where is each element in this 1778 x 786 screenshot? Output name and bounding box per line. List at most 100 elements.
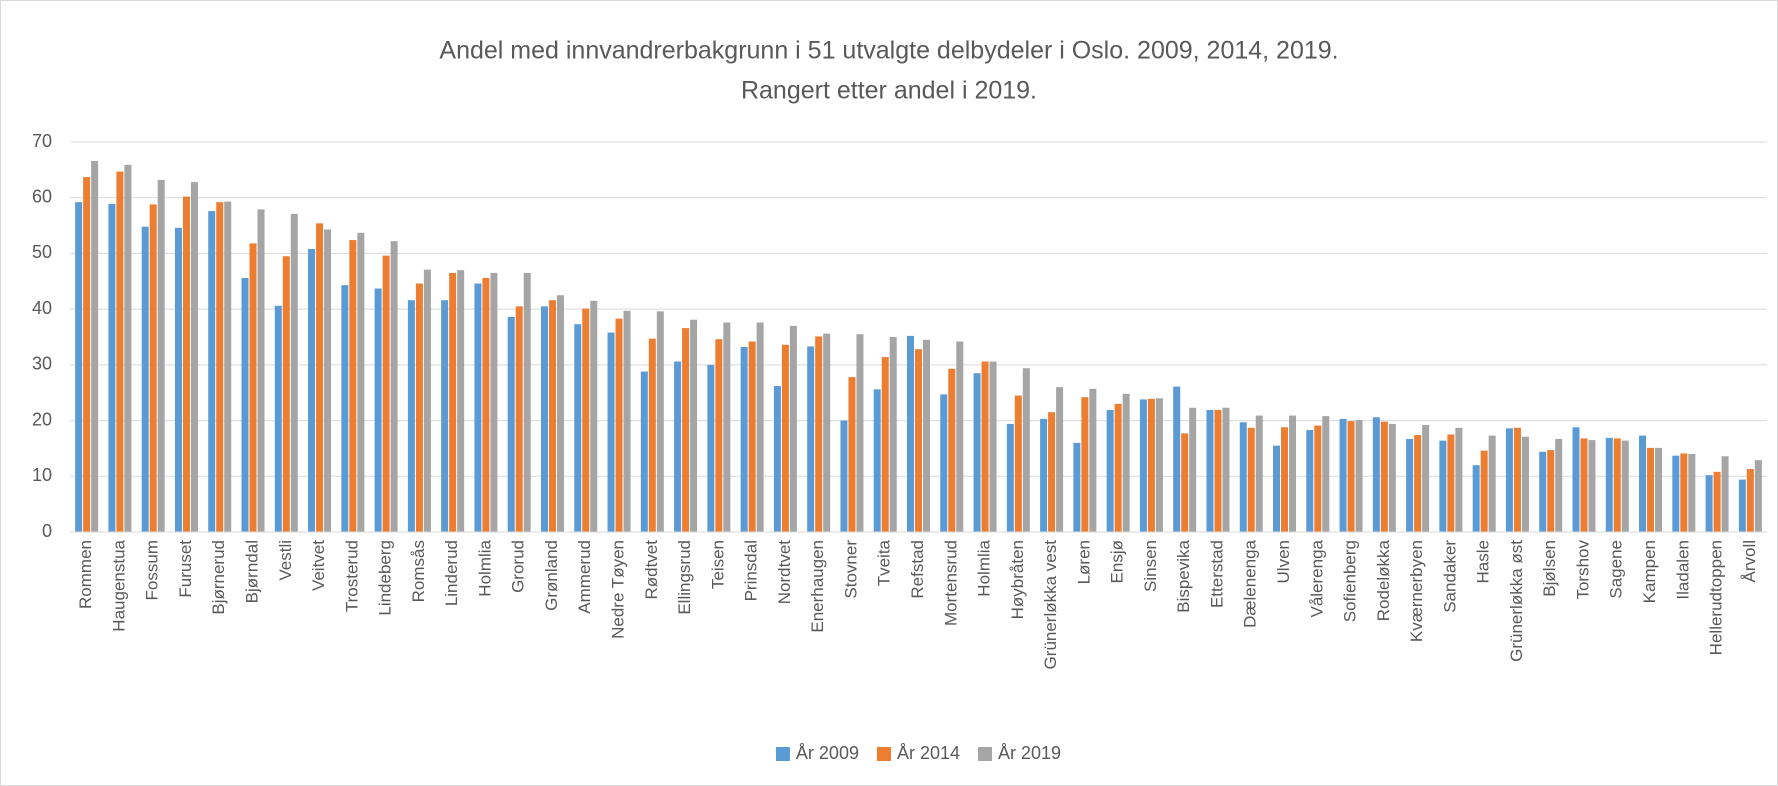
x-tick-label: Ammerud xyxy=(575,540,594,614)
bar xyxy=(1680,453,1688,532)
bar xyxy=(1455,427,1463,532)
bar xyxy=(1380,421,1388,532)
x-tick-label: Tveita xyxy=(875,539,894,586)
bar xyxy=(357,232,365,533)
bar xyxy=(1222,407,1230,532)
bar xyxy=(423,269,431,532)
bar xyxy=(674,361,682,532)
bar xyxy=(515,306,523,532)
bar xyxy=(1472,465,1480,532)
x-tick-label: Etterstad xyxy=(1207,540,1226,608)
x-tick-label: Grorud xyxy=(509,540,528,593)
bar xyxy=(1406,438,1414,532)
bar xyxy=(981,361,989,532)
x-tick-label: Lindeberg xyxy=(376,540,395,616)
bar xyxy=(1339,418,1347,532)
bar xyxy=(781,344,789,532)
legend-label: År 2019 xyxy=(998,743,1061,763)
y-tick-label: 10 xyxy=(32,465,52,485)
bar xyxy=(457,270,465,532)
bar xyxy=(1048,412,1056,532)
bar xyxy=(1014,395,1022,532)
x-tick-label: Kværnerbyen xyxy=(1407,540,1426,642)
bar xyxy=(523,272,531,532)
bar xyxy=(540,306,548,532)
bar xyxy=(1314,425,1322,532)
x-tick-label: Nordtvet xyxy=(775,540,794,605)
bar xyxy=(915,349,922,532)
bar xyxy=(407,300,415,532)
bar xyxy=(948,368,956,532)
y-tick-label: 40 xyxy=(32,298,52,318)
bar xyxy=(973,373,981,532)
bar xyxy=(324,229,332,532)
bar xyxy=(1322,416,1330,532)
x-tick-label: Mortensrud xyxy=(941,540,960,626)
x-tick-label: Bjølsen xyxy=(1540,540,1559,597)
x-tick-label: Rodeløkka xyxy=(1374,539,1393,621)
x-tick-label: Grünerløkka øst xyxy=(1507,540,1526,662)
bar xyxy=(723,322,731,532)
x-tick-label: Furuset xyxy=(176,540,195,598)
bar xyxy=(1355,420,1363,532)
bar xyxy=(1414,435,1422,532)
bar xyxy=(840,420,848,532)
bar xyxy=(374,288,382,532)
bar xyxy=(1746,469,1754,532)
bar xyxy=(190,182,198,532)
bar xyxy=(682,328,690,532)
x-tick-label: Sofienberg xyxy=(1341,540,1360,622)
bar xyxy=(257,209,265,532)
legend-label: År 2009 xyxy=(796,743,859,763)
bar xyxy=(1572,427,1580,532)
bar xyxy=(1181,433,1189,532)
bar xyxy=(290,213,298,532)
x-tick-label: Nedre Tøyen xyxy=(609,540,628,639)
x-tick-label: Rødtvet xyxy=(642,540,661,600)
bar xyxy=(241,277,249,532)
bar xyxy=(1214,409,1222,532)
bar xyxy=(1705,475,1713,532)
bar xyxy=(441,300,449,532)
bar xyxy=(83,177,91,532)
x-tick-label: Iladalen xyxy=(1673,540,1692,600)
bar xyxy=(1139,399,1147,532)
bar xyxy=(1247,427,1255,532)
x-tick-label: Trosterud xyxy=(342,540,361,612)
bar xyxy=(756,322,764,532)
y-tick-label: 50 xyxy=(32,242,52,262)
bar xyxy=(1688,454,1696,532)
bar xyxy=(157,179,165,532)
bar xyxy=(1073,442,1081,532)
bar xyxy=(590,300,598,532)
bar xyxy=(390,241,398,532)
bar xyxy=(1513,427,1521,532)
bar xyxy=(1114,403,1122,532)
bar xyxy=(1480,450,1488,532)
bar xyxy=(141,226,149,532)
x-tick-label: Vålerenga xyxy=(1307,539,1326,617)
x-tick-label: Prinsdal xyxy=(742,540,761,601)
x-tick-label: Ulven xyxy=(1274,540,1293,583)
bar xyxy=(1089,388,1097,532)
bar xyxy=(740,347,748,532)
x-tick-label: Ellingsrud xyxy=(675,540,694,615)
bar xyxy=(1588,440,1596,532)
bar xyxy=(1605,437,1613,532)
bar xyxy=(1347,421,1355,532)
x-tick-label: Refstad xyxy=(908,540,927,599)
bar xyxy=(1422,425,1430,532)
legend-label: År 2014 xyxy=(897,743,960,763)
bar xyxy=(1738,479,1746,532)
bar xyxy=(1713,471,1721,532)
bar xyxy=(582,308,590,532)
bar xyxy=(1555,438,1563,532)
bar xyxy=(224,201,232,532)
bar xyxy=(1613,438,1621,532)
bar xyxy=(548,300,556,532)
bar xyxy=(707,364,715,532)
x-tick-label: Hellerudtoppen xyxy=(1707,540,1726,655)
bar xyxy=(1447,434,1455,532)
